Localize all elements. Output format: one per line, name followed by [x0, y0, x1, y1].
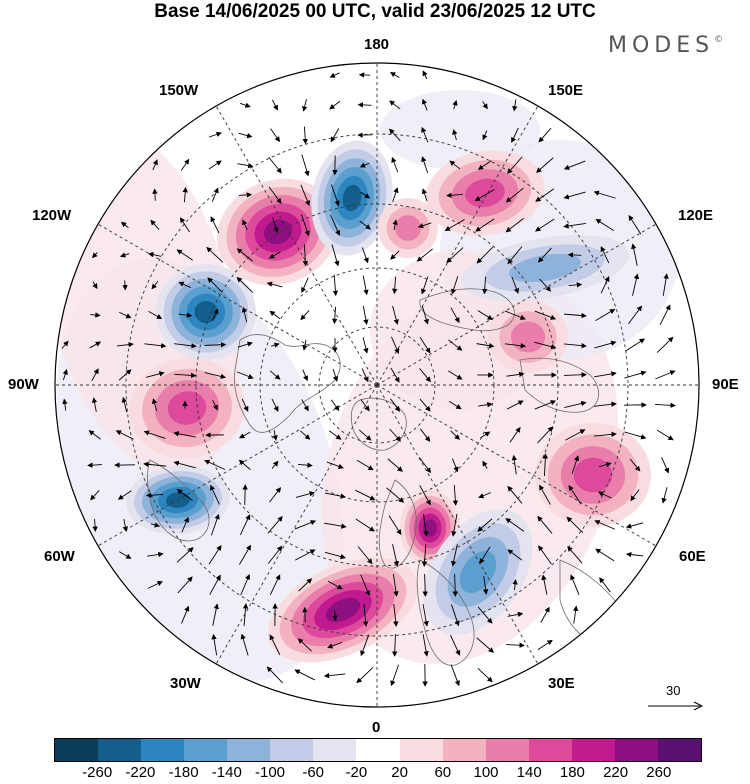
colorbar-tick-label: 220	[603, 764, 628, 781]
colorbar-swatch	[55, 739, 98, 761]
colorbar-swatch	[486, 739, 529, 761]
wind-vector	[358, 105, 371, 106]
colorbar-ticks: -260 -220 -180 -140 -100 -60 -20 20 60 100 140 180 2…	[0, 764, 750, 784]
lon-label-120e: 120E	[678, 207, 713, 225]
colorbar-swatch	[529, 739, 572, 761]
lon-label-30e: 30E	[548, 675, 575, 693]
colorbar-swatch	[658, 739, 701, 761]
lon-label-30w: 30W	[170, 675, 201, 693]
colorbar-swatch	[313, 739, 356, 761]
wind-vector	[245, 485, 246, 505]
positive-anomaly-center	[488, 301, 568, 373]
positive-anomaly-center	[535, 423, 651, 527]
lon-label-0: 0	[372, 719, 380, 737]
lon-label-60w: 60W	[44, 548, 75, 566]
colorbar-swatch	[98, 739, 141, 761]
colorbar-swatch	[400, 739, 443, 761]
colorbar-swatch	[356, 739, 399, 761]
colorbar-tick-label: 100	[473, 764, 498, 781]
lon-label-60e: 60E	[679, 548, 706, 566]
lon-label-90w: 90W	[8, 376, 39, 394]
lon-label-120w: 120W	[32, 207, 71, 225]
colorbar-swatch	[443, 739, 486, 761]
colorbar-tick-label: -140	[212, 764, 242, 781]
colorbar-swatch	[270, 739, 313, 761]
colorbar-swatch	[615, 739, 658, 761]
colorbar-tick-label: -100	[255, 764, 285, 781]
lon-label-180: 180	[364, 36, 389, 54]
colorbar-swatch	[227, 739, 270, 761]
colorbar-swatch	[572, 739, 615, 761]
colorbar-tick-label: 60	[434, 764, 451, 781]
map-disk	[3, 60, 710, 721]
colorbar-tick-label: -180	[169, 764, 199, 781]
reference-vector-arrow	[646, 699, 706, 713]
lon-label-150w: 150W	[159, 82, 198, 100]
colorbar-tick-label: -260	[82, 764, 112, 781]
colorbar-tick-label: 180	[560, 764, 585, 781]
lon-label-150e: 150E	[548, 82, 583, 100]
polar-stereographic-map	[0, 0, 750, 735]
colorbar-tick-label: -60	[302, 764, 324, 781]
colorbar-tick-label: 260	[646, 764, 671, 781]
colorbar-tick-label: 140	[517, 764, 542, 781]
colorbar-tick-label: -20	[346, 764, 368, 781]
colorbar-tick-label: 20	[391, 764, 408, 781]
lon-label-90e: 90E	[712, 376, 739, 394]
colorbar-tick-label: -220	[125, 764, 155, 781]
colorbar	[54, 738, 702, 762]
reference-vector-label: 30	[666, 683, 680, 698]
colorbar-swatch	[141, 739, 184, 761]
colorbar-swatch	[184, 739, 227, 761]
